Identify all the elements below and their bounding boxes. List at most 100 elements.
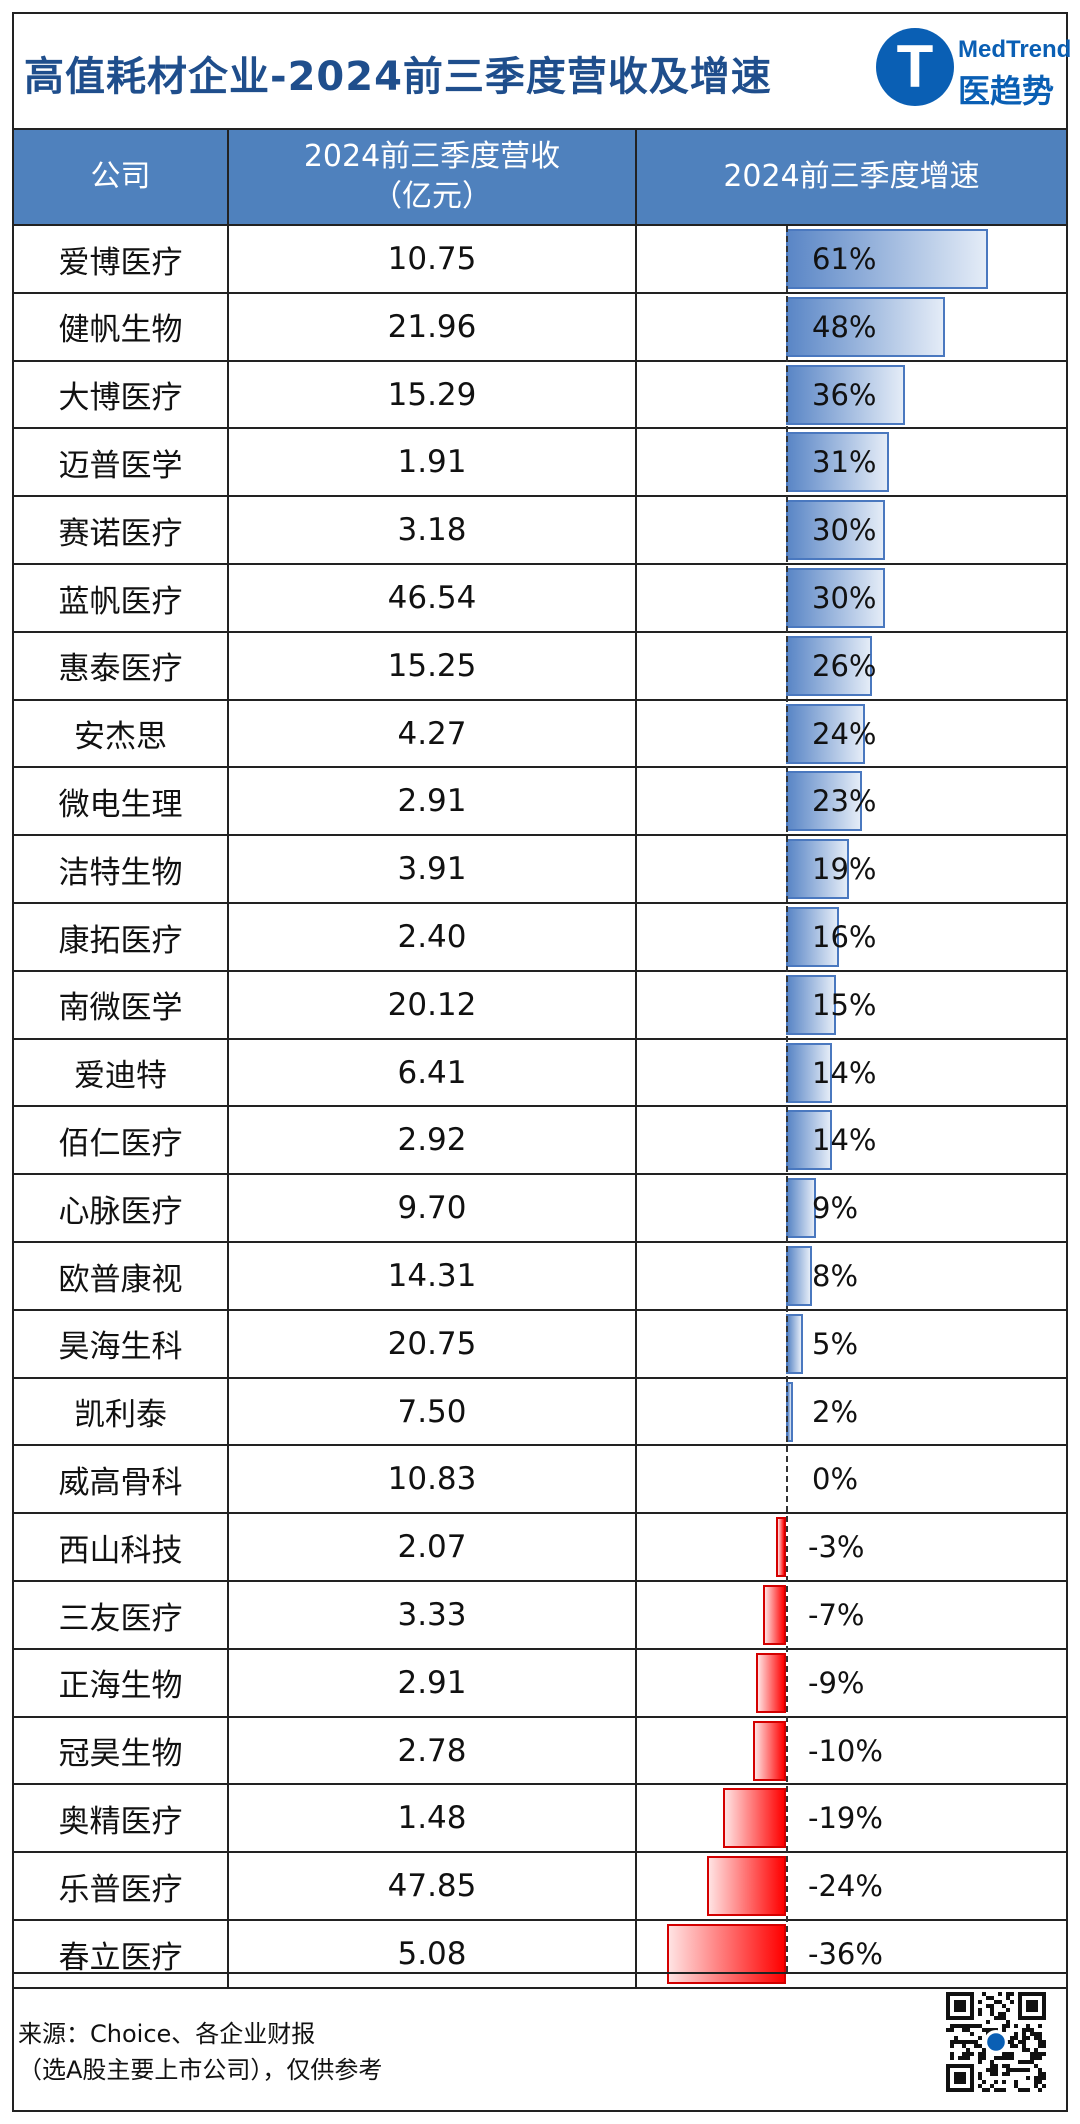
revenue-value: 14.31 xyxy=(229,1243,637,1309)
title-bar: 高值耗材企业-2024前三季度营收及增速 T MedTrend 医趋势 xyxy=(14,14,1071,128)
medtrend-logo-icon: T xyxy=(876,28,954,106)
table-row: 安杰思 4.27 24% xyxy=(14,700,1066,769)
revenue-value: 4.27 xyxy=(229,700,637,767)
company-name: 奥精医疗 xyxy=(14,1785,229,1852)
growth-bar-positive xyxy=(786,500,886,561)
table-row: 威高骨科 10.83 0% xyxy=(14,1446,1066,1515)
growth-bar-positive xyxy=(786,364,906,425)
company-name: 西山科技 xyxy=(14,1514,229,1581)
revenue-value: 15.29 xyxy=(229,361,637,428)
table-row: 奥精医疗 1.48 -19% xyxy=(14,1785,1066,1854)
company-name: 凯利泰 xyxy=(14,1378,229,1445)
header-revenue-line1: 2024前三季度营收 xyxy=(303,139,561,174)
revenue-value: 15.25 xyxy=(229,632,637,699)
table-row: 大博医疗 15.29 36% xyxy=(14,361,1066,430)
table-row: 南微医学 20.12 15% xyxy=(14,971,1066,1040)
revenue-value: 3.33 xyxy=(229,1582,637,1648)
revenue-value: 2.91 xyxy=(229,1649,637,1716)
table-row: 迈普医学 1.91 31% xyxy=(14,429,1066,498)
source-note-line2: （选A股主要上市公司），仅供参考 xyxy=(18,2056,383,2084)
company-name: 赛诺医疗 xyxy=(14,497,229,564)
source-note-line1: 来源：Choice、各企业财报 xyxy=(18,2020,316,2048)
table-row: 健帆生物 21.96 48% xyxy=(14,293,1066,362)
growth-bar-positive xyxy=(786,296,945,357)
revenue-value: 20.12 xyxy=(229,971,637,1038)
growth-label: 48% xyxy=(812,309,877,344)
revenue-value: 47.85 xyxy=(229,1853,637,1920)
header-growth: 2024前三季度增速 xyxy=(723,159,980,194)
table-row: 乐普医疗 47.85 -24% xyxy=(14,1853,1066,1921)
growth-bar-negative xyxy=(762,1585,786,1645)
growth-label: -19% xyxy=(808,1801,883,1836)
revenue-value: 2.92 xyxy=(229,1107,637,1174)
growth-label: 0% xyxy=(812,1462,859,1497)
growth-bar-positive xyxy=(786,1246,813,1306)
growth-label: -24% xyxy=(808,1869,883,1904)
zero-axis-line xyxy=(786,226,788,1972)
revenue-value: 6.41 xyxy=(229,1039,637,1106)
revenue-value: 2.91 xyxy=(229,768,637,835)
company-name: 春立医疗 xyxy=(14,1921,229,1987)
growth-bar-positive xyxy=(786,839,849,900)
revenue-value: 10.75 xyxy=(229,226,637,292)
growth-label: 9% xyxy=(812,1191,859,1226)
growth-label: 23% xyxy=(812,784,877,819)
table-row: 康拓医疗 2.40 16% xyxy=(14,904,1066,972)
company-name: 昊海生科 xyxy=(14,1310,229,1377)
company-name: 南微医学 xyxy=(14,971,229,1038)
growth-bar-negative xyxy=(776,1517,786,1578)
logo-text-cn: 医趋势 xyxy=(958,72,1055,110)
table-row: 春立医疗 5.08 -36% xyxy=(14,1921,1066,1989)
growth-label: -3% xyxy=(808,1530,865,1565)
revenue-value: 10.83 xyxy=(229,1446,637,1513)
header-company: 公司 xyxy=(14,130,229,224)
growth-label: 14% xyxy=(812,1123,877,1158)
table-row: 西山科技 2.07 -3% xyxy=(14,1514,1066,1582)
company-name: 乐普医疗 xyxy=(14,1853,229,1920)
growth-label: 2% xyxy=(812,1394,859,1429)
table-row: 冠昊生物 2.78 -10% xyxy=(14,1717,1066,1786)
growth-label: 8% xyxy=(812,1259,859,1293)
growth-label: 16% xyxy=(812,920,877,954)
company-name: 爱博医疗 xyxy=(14,226,229,292)
growth-bar-negative xyxy=(666,1924,786,1984)
growth-label: -36% xyxy=(808,1937,883,1971)
growth-label: 30% xyxy=(812,513,877,548)
table-row: 微电生理 2.91 23% xyxy=(14,768,1066,837)
growth-label: 36% xyxy=(812,377,877,412)
company-name: 蓝帆医疗 xyxy=(14,565,229,631)
revenue-value: 3.91 xyxy=(229,836,637,903)
page-title: 高值耗材企业-2024前三季度营收及增速 xyxy=(24,54,772,100)
growth-bar-negative xyxy=(723,1788,786,1849)
company-name: 微电生理 xyxy=(14,768,229,835)
growth-label: 5% xyxy=(812,1326,859,1361)
company-name: 迈普医学 xyxy=(14,429,229,496)
revenue-value: 7.50 xyxy=(229,1378,637,1445)
table-row: 欧普康视 14.31 8% xyxy=(14,1243,1066,1311)
revenue-value: 2.40 xyxy=(229,904,637,970)
company-name: 洁特生物 xyxy=(14,836,229,903)
revenue-value: 21.96 xyxy=(229,293,637,360)
growth-bar-positive xyxy=(786,771,863,832)
growth-bar-negative xyxy=(752,1720,786,1781)
company-name: 正海生物 xyxy=(14,1649,229,1716)
revenue-value: 20.75 xyxy=(229,1310,637,1377)
table-row: 爱博医疗 10.75 61% xyxy=(14,226,1066,294)
table-row: 正海生物 2.91 -9% xyxy=(14,1649,1066,1718)
company-name: 健帆生物 xyxy=(14,293,229,360)
company-name: 安杰思 xyxy=(14,700,229,767)
growth-label: 26% xyxy=(812,648,877,683)
growth-bar-positive xyxy=(786,1313,803,1374)
growth-label: -10% xyxy=(808,1733,883,1768)
growth-bar-negative xyxy=(756,1652,786,1713)
growth-bar-positive xyxy=(786,974,836,1035)
company-name: 威高骨科 xyxy=(14,1446,229,1513)
table-row: 凯利泰 7.50 2% xyxy=(14,1378,1066,1447)
footer: 来源：Choice、各企业财报 （选A股主要上市公司），仅供参考 xyxy=(14,1972,1066,2110)
growth-label: 30% xyxy=(812,581,877,615)
revenue-value: 1.48 xyxy=(229,1785,637,1852)
revenue-value: 46.54 xyxy=(229,565,637,631)
revenue-value: 2.78 xyxy=(229,1717,637,1784)
company-name: 心脉医疗 xyxy=(14,1175,229,1242)
table-row: 惠泰医疗 15.25 26% xyxy=(14,632,1066,701)
